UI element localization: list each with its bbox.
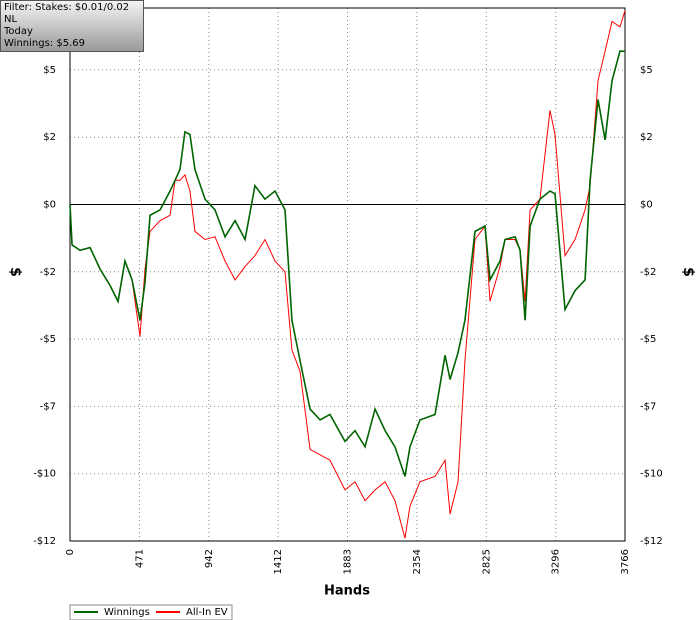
series-line: [69, 10, 626, 539]
x-tick-label: 3766: [620, 549, 631, 574]
legend: [69, 604, 233, 620]
y2-tick-label: $0: [640, 200, 653, 211]
y-tick-label: -$12: [33, 536, 56, 547]
y-tick-label: $2: [43, 132, 56, 143]
y2-tick-label: -$12: [640, 536, 663, 547]
y2-tick-label: -$2: [640, 267, 656, 278]
y2-tick-label: $5: [640, 65, 653, 76]
x-tick-label: 1412: [273, 549, 284, 574]
x-tick-label: 2354: [412, 549, 423, 574]
x-tick-label: 2825: [481, 549, 492, 574]
x-tick-label: 0: [65, 549, 76, 555]
y-axis-title: $: [7, 267, 23, 277]
x-tick-label: 3296: [551, 549, 562, 574]
y2-tick-label: $2: [640, 132, 653, 143]
legend-label: All-In EV: [186, 607, 228, 618]
info-line: Filter: Stakes: $0.01/0.02 NL: [4, 2, 130, 25]
x-tick-label: 1883: [343, 549, 354, 574]
y2-tick-label: -$10: [640, 469, 663, 480]
y-tick-label: -$7: [40, 401, 56, 412]
info-line: Winnings: $5.69: [4, 38, 85, 49]
series-line: [69, 50, 626, 477]
y2-axis-title: $: [680, 267, 696, 277]
y-tick-label: -$10: [33, 469, 56, 480]
y-tick-label: -$5: [40, 334, 56, 345]
y2-tick-label: -$5: [640, 334, 656, 345]
plot-frame: [69, 7, 626, 542]
y-tick-label: -$2: [40, 267, 56, 278]
x-tick-label: 471: [134, 549, 145, 568]
x-tick-label: 942: [204, 549, 215, 568]
y-tick-label: $0: [43, 200, 56, 211]
info-line: Today: [4, 26, 33, 37]
x-axis-title: Hands: [324, 584, 370, 599]
y2-tick-label: -$7: [640, 401, 656, 412]
legend-label: Winnings: [104, 607, 150, 618]
y-tick-label: $5: [43, 65, 56, 76]
info-box: Filter: Stakes: $0.01/0.02 NL Today Winn…: [0, 0, 144, 52]
